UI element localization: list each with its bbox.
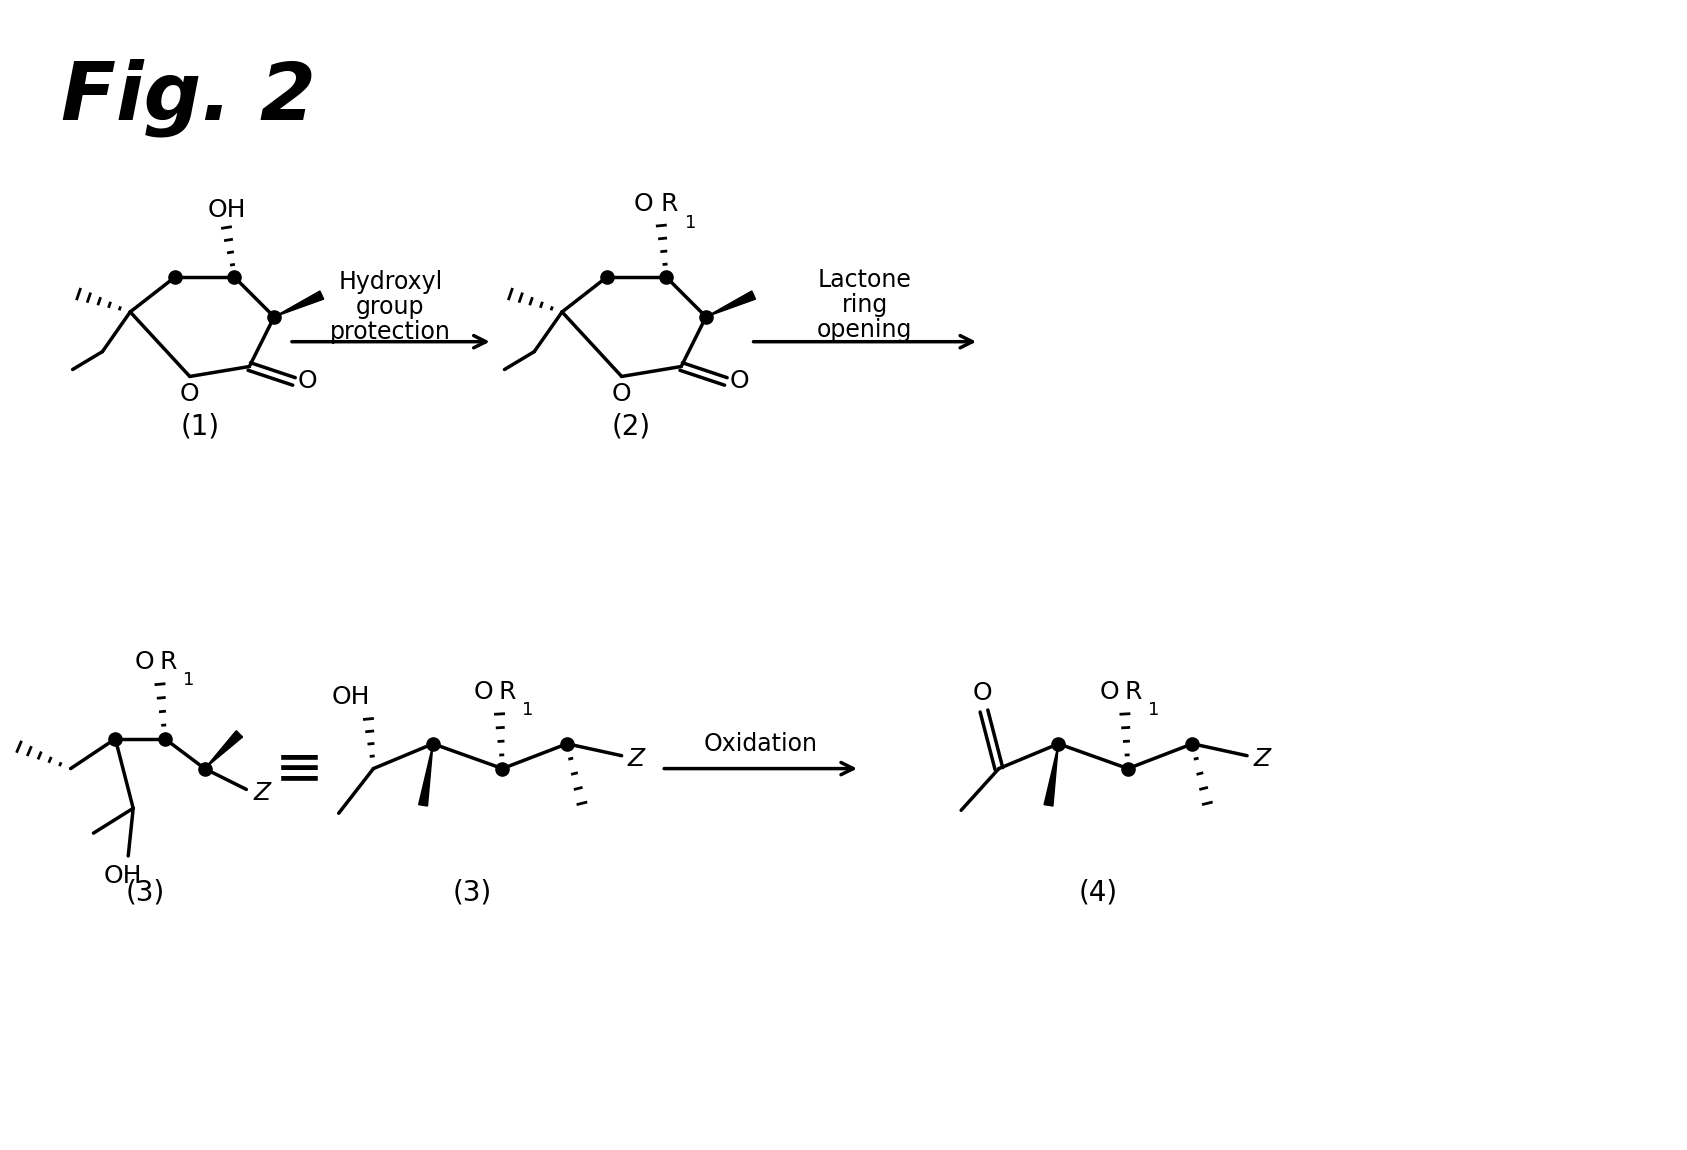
Text: O: O [299, 369, 317, 393]
Point [1179, 735, 1206, 753]
Text: Fig. 2: Fig. 2 [61, 59, 315, 137]
Point [489, 759, 516, 777]
Text: Z: Z [1253, 746, 1270, 770]
Text: O: O [181, 382, 199, 406]
Point [221, 268, 248, 286]
Point [420, 735, 447, 753]
Point [152, 729, 179, 748]
Text: O: O [135, 651, 154, 674]
Point [191, 759, 218, 777]
Text: ≡: ≡ [275, 741, 324, 797]
Text: Z: Z [253, 781, 272, 805]
Text: OH: OH [331, 685, 369, 710]
Point [553, 735, 580, 753]
Point [692, 308, 719, 327]
Polygon shape [418, 744, 434, 806]
Text: Z: Z [628, 746, 644, 770]
Text: protection: protection [331, 320, 450, 344]
Polygon shape [204, 730, 243, 768]
Point [1115, 759, 1142, 777]
Point [162, 268, 189, 286]
Text: (1): (1) [181, 412, 219, 440]
Text: (4): (4) [1078, 879, 1118, 906]
Polygon shape [1044, 744, 1058, 806]
Text: R: R [661, 192, 678, 216]
Text: 1: 1 [685, 214, 697, 231]
Text: R: R [1124, 680, 1142, 704]
Text: 1: 1 [1147, 702, 1159, 719]
Text: ring: ring [842, 293, 887, 317]
Text: O: O [1100, 680, 1118, 704]
Polygon shape [705, 291, 756, 317]
Polygon shape [275, 291, 324, 317]
Text: 1: 1 [182, 672, 194, 689]
Text: Hydroxyl: Hydroxyl [337, 270, 442, 294]
Point [1044, 735, 1071, 753]
Text: (2): (2) [612, 412, 651, 440]
Text: O: O [730, 369, 749, 393]
Text: opening: opening [817, 317, 913, 342]
Text: OH: OH [208, 198, 246, 222]
Text: (3): (3) [125, 879, 165, 906]
Text: O: O [634, 192, 653, 216]
Point [101, 729, 128, 748]
Text: (3): (3) [454, 879, 493, 906]
Text: Lactone: Lactone [818, 268, 911, 292]
Text: OH: OH [105, 864, 142, 888]
Text: Oxidation: Oxidation [703, 731, 818, 756]
Text: R: R [499, 680, 516, 704]
Point [653, 268, 680, 286]
Text: R: R [159, 651, 177, 674]
Text: O: O [474, 680, 493, 704]
Text: O: O [972, 681, 992, 705]
Text: 1: 1 [523, 702, 533, 719]
Text: O: O [612, 382, 631, 406]
Text: group: group [356, 294, 425, 319]
Point [261, 308, 288, 327]
Point [594, 268, 621, 286]
